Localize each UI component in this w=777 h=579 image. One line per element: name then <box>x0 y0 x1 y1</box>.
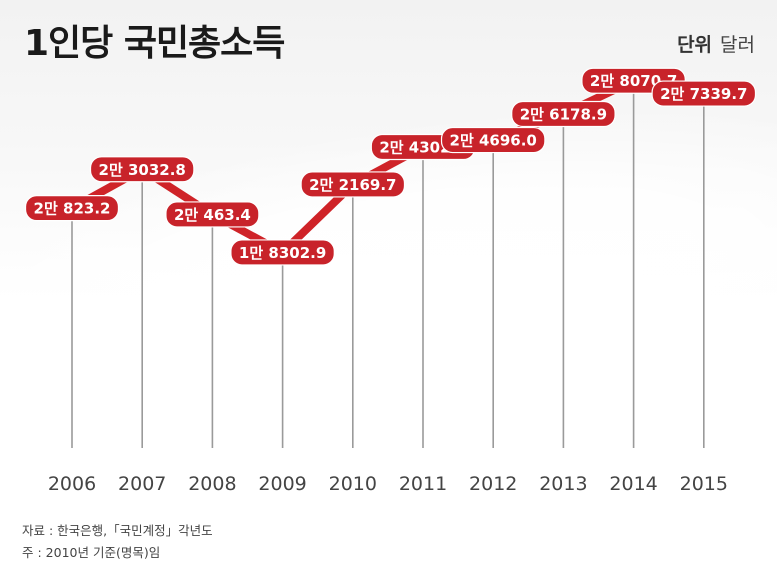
data-label: 2만 463.4 <box>165 201 260 228</box>
x-tick-label: 2014 <box>609 473 657 495</box>
x-tick-label: 2007 <box>118 473 166 495</box>
data-label: 2만 6178.9 <box>511 100 616 128</box>
x-tick-label: 2010 <box>329 473 377 495</box>
data-label-pill <box>440 126 546 154</box>
data-labels: 2만 823.2 2만 3032.8 2만 463.4 1만 8302.9 2만 216… <box>24 67 757 266</box>
data-label: 1만 8302.9 <box>230 239 335 266</box>
data-label-text: 2만 7339.7 <box>660 85 747 103</box>
data-label-text: 2만 463.4 <box>174 206 251 224</box>
x-tick-label: 2008 <box>188 473 236 495</box>
basis-note: 주 : 2010년 기준(명목)임 <box>22 545 161 560</box>
data-label-pill <box>230 239 335 266</box>
data-label-text: 2만 4696.0 <box>450 132 537 150</box>
x-tick-label: 2011 <box>399 473 447 495</box>
unit-label: 단위 <box>677 34 713 56</box>
data-label-text: 2만 823.2 <box>34 200 111 218</box>
unit-value: 달러 <box>720 34 755 56</box>
data-label-text: 1만 8302.9 <box>239 244 326 262</box>
data-label: 2만 3032.8 <box>89 156 195 183</box>
data-label-text: 2만 3032.8 <box>99 161 186 179</box>
x-axis-ticks: 2006 2007 2008 2009 2010 2011 2012 2013 2014 2015 <box>48 473 728 495</box>
chart-title: 1인당 국민총소득 <box>24 23 285 64</box>
x-tick-label: 2009 <box>258 473 306 495</box>
data-label-text: 2만 2169.7 <box>309 176 396 194</box>
series-line <box>68 76 708 257</box>
x-tick-label: 2015 <box>680 473 728 495</box>
data-label-pill <box>300 171 406 198</box>
x-tick-label: 2006 <box>48 473 96 495</box>
data-label-pill <box>511 100 616 128</box>
data-label: 2만 823.2 <box>24 195 120 222</box>
unit-note: 단위 달러 <box>677 30 755 57</box>
data-label: 2만 7339.7 <box>651 80 757 107</box>
data-label: 2만 4696.0 <box>440 126 546 154</box>
drop-lines <box>71 80 705 448</box>
footnotes: 자료 : 한국은행,「국민계정」각년도 주 : 2010년 기준(명목)임 <box>22 520 213 564</box>
data-label-pill <box>24 195 120 222</box>
data-label-pill <box>165 201 260 228</box>
series-line-group <box>68 76 708 257</box>
x-tick-label: 2013 <box>539 473 587 495</box>
x-tick-label: 2012 <box>469 473 517 495</box>
data-label: 2만 2169.7 <box>300 171 406 198</box>
data-label-pill <box>89 156 195 183</box>
data-label-pill <box>651 80 757 107</box>
data-label-text: 2만 6178.9 <box>520 105 607 123</box>
source-note: 자료 : 한국은행,「국민계정」각년도 <box>22 523 213 538</box>
